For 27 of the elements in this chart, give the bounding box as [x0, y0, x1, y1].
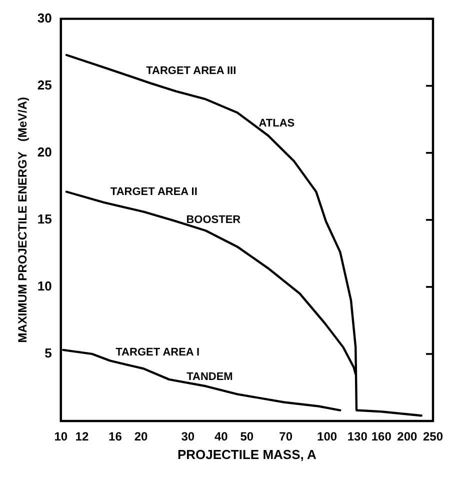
annotation: TANDEM: [186, 370, 233, 383]
x-tick-label: 20: [134, 430, 148, 444]
x-tick-label: 130: [347, 430, 368, 444]
y-tick-label: 5: [44, 346, 52, 361]
x-tick-label: 70: [279, 430, 293, 444]
x-tick-label: 30: [181, 430, 195, 444]
y-tick-label: 30: [37, 10, 52, 26]
x-tick-label: 12: [75, 430, 89, 444]
y-axis-title: MAXIMUM PROJECTILE ENERGY (MeV/A): [16, 96, 30, 343]
x-tick-label: 160: [371, 430, 392, 444]
x-tick-label: 40: [214, 430, 228, 444]
annotation: BOOSTER: [186, 214, 241, 226]
x-tick-label: 10: [54, 430, 68, 444]
annotation: TARGET AREA I: [116, 346, 200, 359]
y-tick-label: 10: [37, 278, 52, 294]
annotation: TARGET AREA II: [110, 186, 198, 198]
x-tick-label: 250: [422, 430, 444, 444]
x-tick-label: 100: [317, 430, 338, 444]
x-tick-label: 200: [397, 430, 418, 444]
annotation: ATLAS: [258, 117, 295, 130]
x-axis-title: PROJECTILE MASS, A: [177, 446, 317, 462]
y-tick-label: 15: [37, 211, 52, 226]
y-tick-label: 20: [37, 144, 52, 160]
annotation: TARGET AREA III: [146, 65, 236, 78]
y-tick-label: 25: [37, 77, 52, 92]
x-tick-label: 50: [240, 430, 254, 444]
x-tick-label: 16: [108, 430, 122, 444]
